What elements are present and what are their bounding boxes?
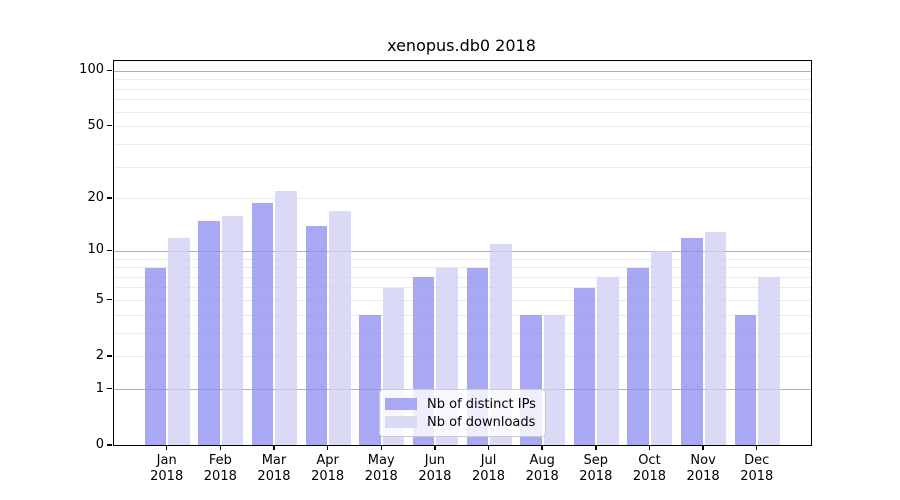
bar-downloads xyxy=(168,237,190,445)
legend-swatch-downloads xyxy=(385,416,417,428)
x-tick-mark xyxy=(702,445,704,450)
legend-label-distinct-ips: Nb of distinct IPs xyxy=(427,396,536,412)
minor-gridline xyxy=(114,267,811,269)
x-tick-mark xyxy=(648,445,651,450)
y-tick-label: 20 xyxy=(87,189,104,205)
x-tick-label: Jul 2018 xyxy=(471,453,506,484)
bar-distinct-ips xyxy=(734,315,757,445)
y-tick-label: 1 xyxy=(95,380,104,396)
y-tick-mark xyxy=(107,387,112,390)
bar-distinct-ips xyxy=(359,315,381,445)
y-tick-label: 0 xyxy=(95,437,104,452)
bar-downloads xyxy=(650,251,673,445)
minor-gridline xyxy=(114,111,811,113)
bar-downloads xyxy=(758,277,780,445)
x-tick-mark xyxy=(219,445,222,450)
major-gridline xyxy=(114,70,811,72)
minor-gridline xyxy=(114,143,811,145)
legend-swatch-distinct-ips xyxy=(385,398,417,410)
y-tick-label: 5 xyxy=(95,291,104,307)
bar-downloads xyxy=(275,191,297,445)
minor-gridline xyxy=(114,300,811,301)
legend: Nb of distinct IPs Nb of downloads xyxy=(379,389,546,437)
y-tick-mark xyxy=(107,249,112,252)
x-tick-label: Aug 2018 xyxy=(525,453,559,484)
minor-gridline xyxy=(114,258,811,260)
x-tick-mark xyxy=(755,445,758,450)
minor-gridline xyxy=(114,126,811,128)
x-tick-mark xyxy=(541,445,543,450)
minor-gridline xyxy=(114,198,811,200)
y-tick-mark xyxy=(107,298,112,301)
x-tick-mark xyxy=(434,445,436,450)
plot-area: Nb of distinct IPs Nb of downloads xyxy=(113,60,812,446)
minor-gridline xyxy=(114,356,811,358)
y-tick-label: 10 xyxy=(87,242,104,258)
legend-item-downloads: Nb of downloads xyxy=(385,413,537,431)
y-tick-label: 50 xyxy=(87,117,104,133)
x-tick-label: Mar 2018 xyxy=(257,453,291,484)
minor-gridline xyxy=(114,287,811,289)
bar-distinct-ips xyxy=(681,237,703,445)
bar-downloads xyxy=(543,315,566,445)
bar-downloads xyxy=(221,215,244,445)
bar-downloads xyxy=(704,231,727,445)
y-tick-mark xyxy=(107,124,112,127)
minor-gridline xyxy=(114,99,811,101)
bar-distinct-ips xyxy=(573,287,596,445)
bar-downloads xyxy=(597,277,619,445)
x-tick-label: Oct 2018 xyxy=(632,453,666,484)
bar-distinct-ips xyxy=(144,267,167,445)
bar-distinct-ips xyxy=(305,226,328,445)
x-tick-mark xyxy=(165,445,168,450)
x-tick-label: Sep 2018 xyxy=(579,453,613,484)
x-tick-mark xyxy=(595,445,597,450)
x-tick-label: Dec 2018 xyxy=(740,453,774,484)
y-tick-mark xyxy=(107,197,112,199)
x-tick-mark xyxy=(273,445,275,450)
bar-distinct-ips xyxy=(251,202,274,445)
x-tick-label: Nov 2018 xyxy=(686,453,720,484)
bar-downloads xyxy=(329,211,351,445)
x-tick-label: May 2018 xyxy=(364,453,398,484)
x-tick-mark xyxy=(326,445,329,450)
legend-label-downloads: Nb of downloads xyxy=(427,414,536,430)
y-tick-label: 2 xyxy=(95,347,104,363)
minor-gridline xyxy=(114,88,811,90)
x-tick-label: Feb 2018 xyxy=(203,453,237,484)
minor-gridline xyxy=(114,314,811,316)
x-tick-mark xyxy=(487,445,490,450)
chart-title: xenopus.db0 2018 xyxy=(387,36,536,55)
legend-item-distinct-ips: Nb of distinct IPs xyxy=(385,395,537,413)
minor-gridline xyxy=(114,79,811,81)
minor-gridline xyxy=(114,332,811,334)
x-tick-mark xyxy=(380,445,382,450)
major-gridline xyxy=(114,250,811,252)
minor-gridline xyxy=(114,166,811,168)
bars-layer xyxy=(114,61,811,445)
y-tick-mark xyxy=(107,69,112,71)
x-tick-label: Jan 2018 xyxy=(150,453,184,484)
bar-distinct-ips xyxy=(627,267,649,445)
x-tick-label: Jun 2018 xyxy=(418,453,452,484)
y-tick-mark xyxy=(107,355,112,357)
x-tick-label: Apr 2018 xyxy=(311,453,345,484)
y-tick-label: 100 xyxy=(79,62,104,78)
minor-gridline xyxy=(114,276,811,278)
y-tick-mark xyxy=(107,444,112,446)
bar-distinct-ips xyxy=(198,220,220,445)
